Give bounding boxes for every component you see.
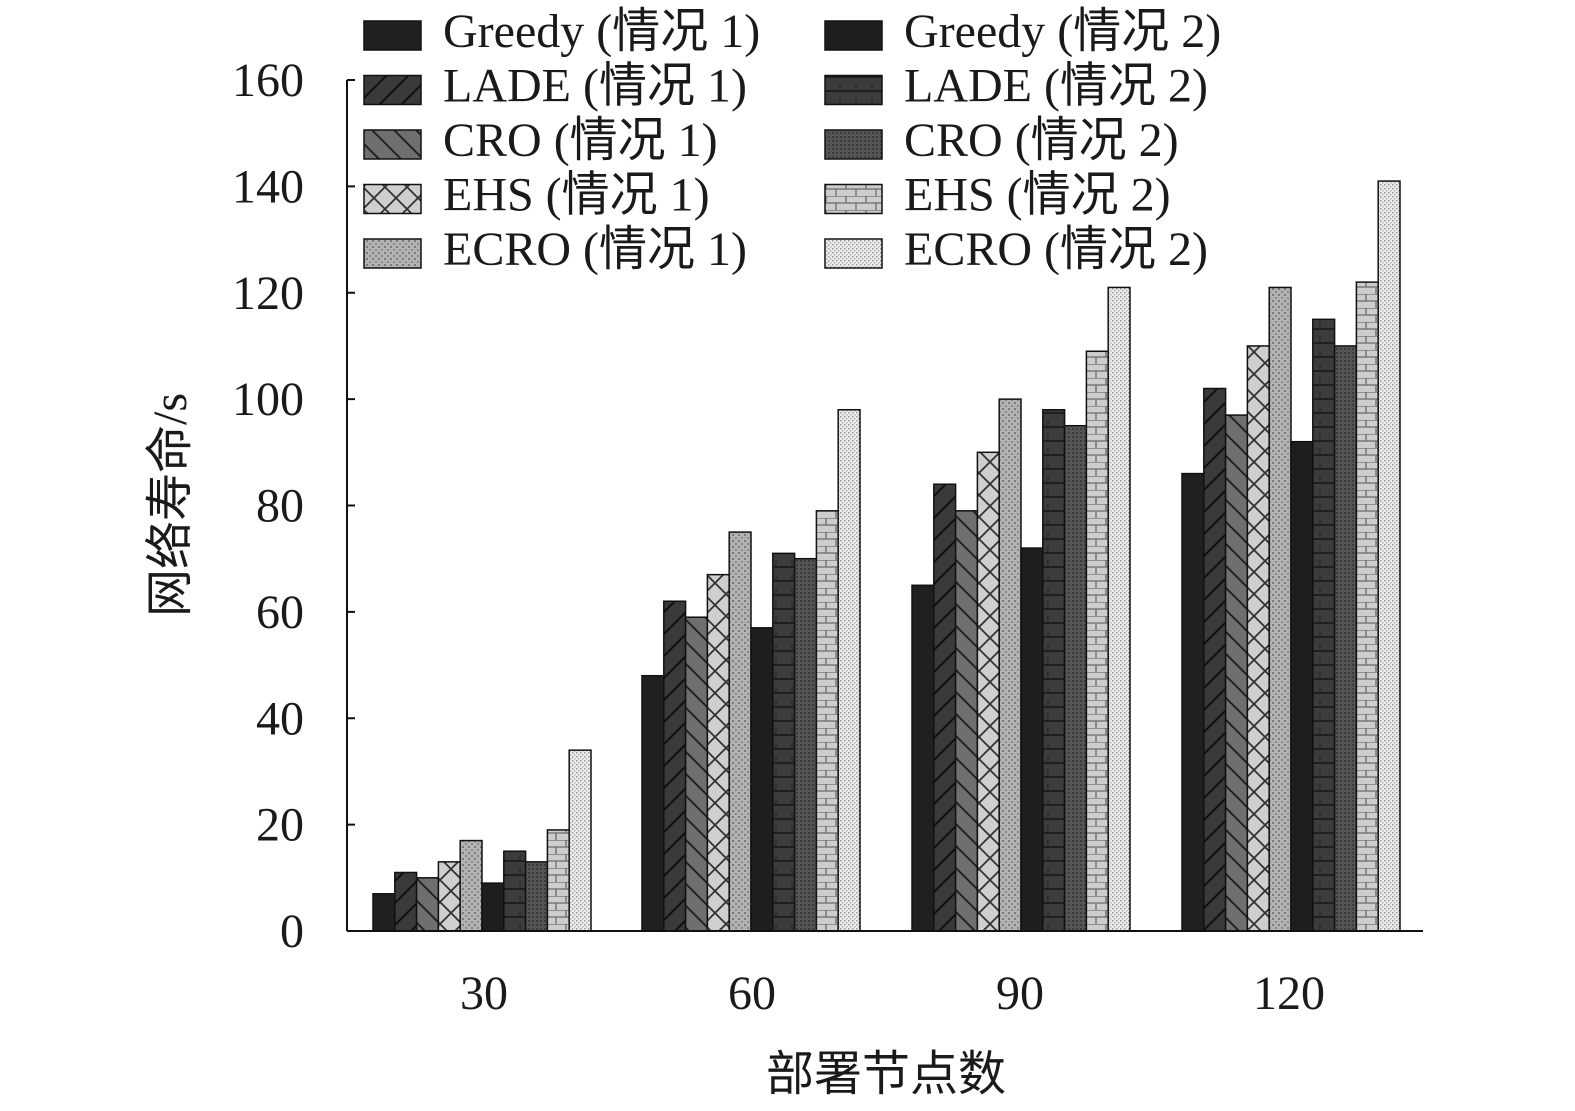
y-tick-label-120: 120 <box>232 267 304 320</box>
bar-60-series-3 <box>684 616 709 932</box>
bar-60-series-7 <box>772 552 796 932</box>
y-tick-label-80: 80 <box>256 480 304 533</box>
bar-group-30 <box>372 749 592 932</box>
y-tick-label-160: 160 <box>232 54 304 107</box>
bar-90-series-4 <box>976 451 1000 932</box>
bar-120-series-5 <box>1268 286 1292 932</box>
legend-swatch-8 <box>824 129 883 160</box>
bar-60-series-2 <box>663 600 687 932</box>
legend-swatch-3 <box>363 129 422 160</box>
y-tick-label-60: 60 <box>256 586 304 639</box>
legend: Greedy (情况 1)LADE (情况 1)CRO (情况 1)EHS (情… <box>363 5 1221 276</box>
legend-swatch-7 <box>824 74 883 106</box>
bar-90-series-8 <box>1063 424 1088 932</box>
x-axis-title: 部署节点数 <box>766 1048 1006 1101</box>
legend-label-1: Greedy (情况 1) <box>443 5 760 58</box>
bar-30-series-5 <box>459 839 483 932</box>
bar-30-series-2 <box>394 871 418 932</box>
legend-swatch-4 <box>363 183 422 215</box>
bar-group-120 <box>1181 180 1401 932</box>
bar-120-series-9 <box>1355 281 1379 932</box>
legend-swatch-9 <box>824 183 883 215</box>
bar-120-series-8 <box>1333 345 1358 932</box>
y-tick-label-0: 0 <box>280 905 304 958</box>
bar-120-series-3 <box>1224 414 1249 932</box>
axes-layer: 0 20 40 60 80 100 120 140 160 30 60 90 120 部署节点数 网络寿命/… <box>144 54 1423 1101</box>
legend-label-3: CRO (情况 1) <box>443 114 718 167</box>
legend-label-4: EHS (情况 1) <box>443 169 710 222</box>
legend-label-2: LADE (情况 1) <box>443 60 747 113</box>
bar-120-series-1 <box>1181 472 1205 932</box>
legend-label-9: EHS (情况 2) <box>904 169 1171 222</box>
bar-120-series-10 <box>1377 180 1401 932</box>
legend-swatch-5 <box>363 238 422 269</box>
bar-90-series-1 <box>911 584 935 932</box>
legend-label-5: ECRO (情况 1) <box>443 223 747 276</box>
bar-30-series-1 <box>372 893 396 932</box>
bar-30-series-9 <box>546 829 570 932</box>
y-axis-title: 网络寿命/s <box>144 393 197 617</box>
bar-60-series-8 <box>793 557 818 932</box>
bar-30-series-8 <box>524 861 549 932</box>
bar-30-series-10 <box>568 749 592 932</box>
bar-120-series-6 <box>1290 440 1314 932</box>
bar-90-series-7 <box>1042 409 1066 932</box>
bar-120-series-4 <box>1246 345 1270 932</box>
legend-label-10: ECRO (情况 2) <box>904 223 1208 276</box>
legend-swatch-10 <box>824 238 883 269</box>
y-tick-label-140: 140 <box>232 160 304 213</box>
bar-120-series-7 <box>1312 318 1336 932</box>
x-tick-label-60: 60 <box>728 967 776 1020</box>
x-tick-label-120: 120 <box>1253 967 1325 1020</box>
y-tick-label-100: 100 <box>232 373 304 426</box>
legend-label-6: Greedy (情况 2) <box>904 5 1221 58</box>
bar-90-series-3 <box>954 510 979 932</box>
bars-layer <box>372 180 1401 932</box>
x-tick-label-90: 90 <box>996 967 1044 1020</box>
legend-swatch-2 <box>363 74 422 106</box>
legend-label-8: CRO (情况 2) <box>904 114 1179 167</box>
bar-90-series-5 <box>998 398 1022 932</box>
bar-30-series-4 <box>437 861 461 932</box>
bar-90-series-9 <box>1085 350 1109 932</box>
bar-30-series-6 <box>481 882 505 932</box>
bar-90-series-6 <box>1020 547 1044 932</box>
bar-30-series-7 <box>503 850 527 932</box>
bar-group-90 <box>911 286 1131 932</box>
bar-90-series-2 <box>933 483 957 932</box>
x-tick-label-30: 30 <box>460 967 508 1020</box>
bar-group-60 <box>641 409 861 932</box>
legend-swatch-1 <box>363 20 422 51</box>
bar-60-series-9 <box>815 510 839 932</box>
y-tick-label-40: 40 <box>256 692 304 745</box>
bar-60-series-1 <box>641 674 665 932</box>
bar-60-series-5 <box>728 531 752 932</box>
bar-90-series-10 <box>1107 286 1131 932</box>
legend-label-7: LADE (情况 2) <box>904 60 1208 113</box>
bar-60-series-10 <box>837 409 861 932</box>
bar-120-series-2 <box>1203 387 1227 932</box>
bar-60-series-6 <box>750 627 774 932</box>
y-tick-label-20: 20 <box>256 799 304 852</box>
legend-swatch-6 <box>824 20 883 51</box>
bar-30-series-3 <box>415 877 440 932</box>
bar-60-series-4 <box>706 573 730 932</box>
